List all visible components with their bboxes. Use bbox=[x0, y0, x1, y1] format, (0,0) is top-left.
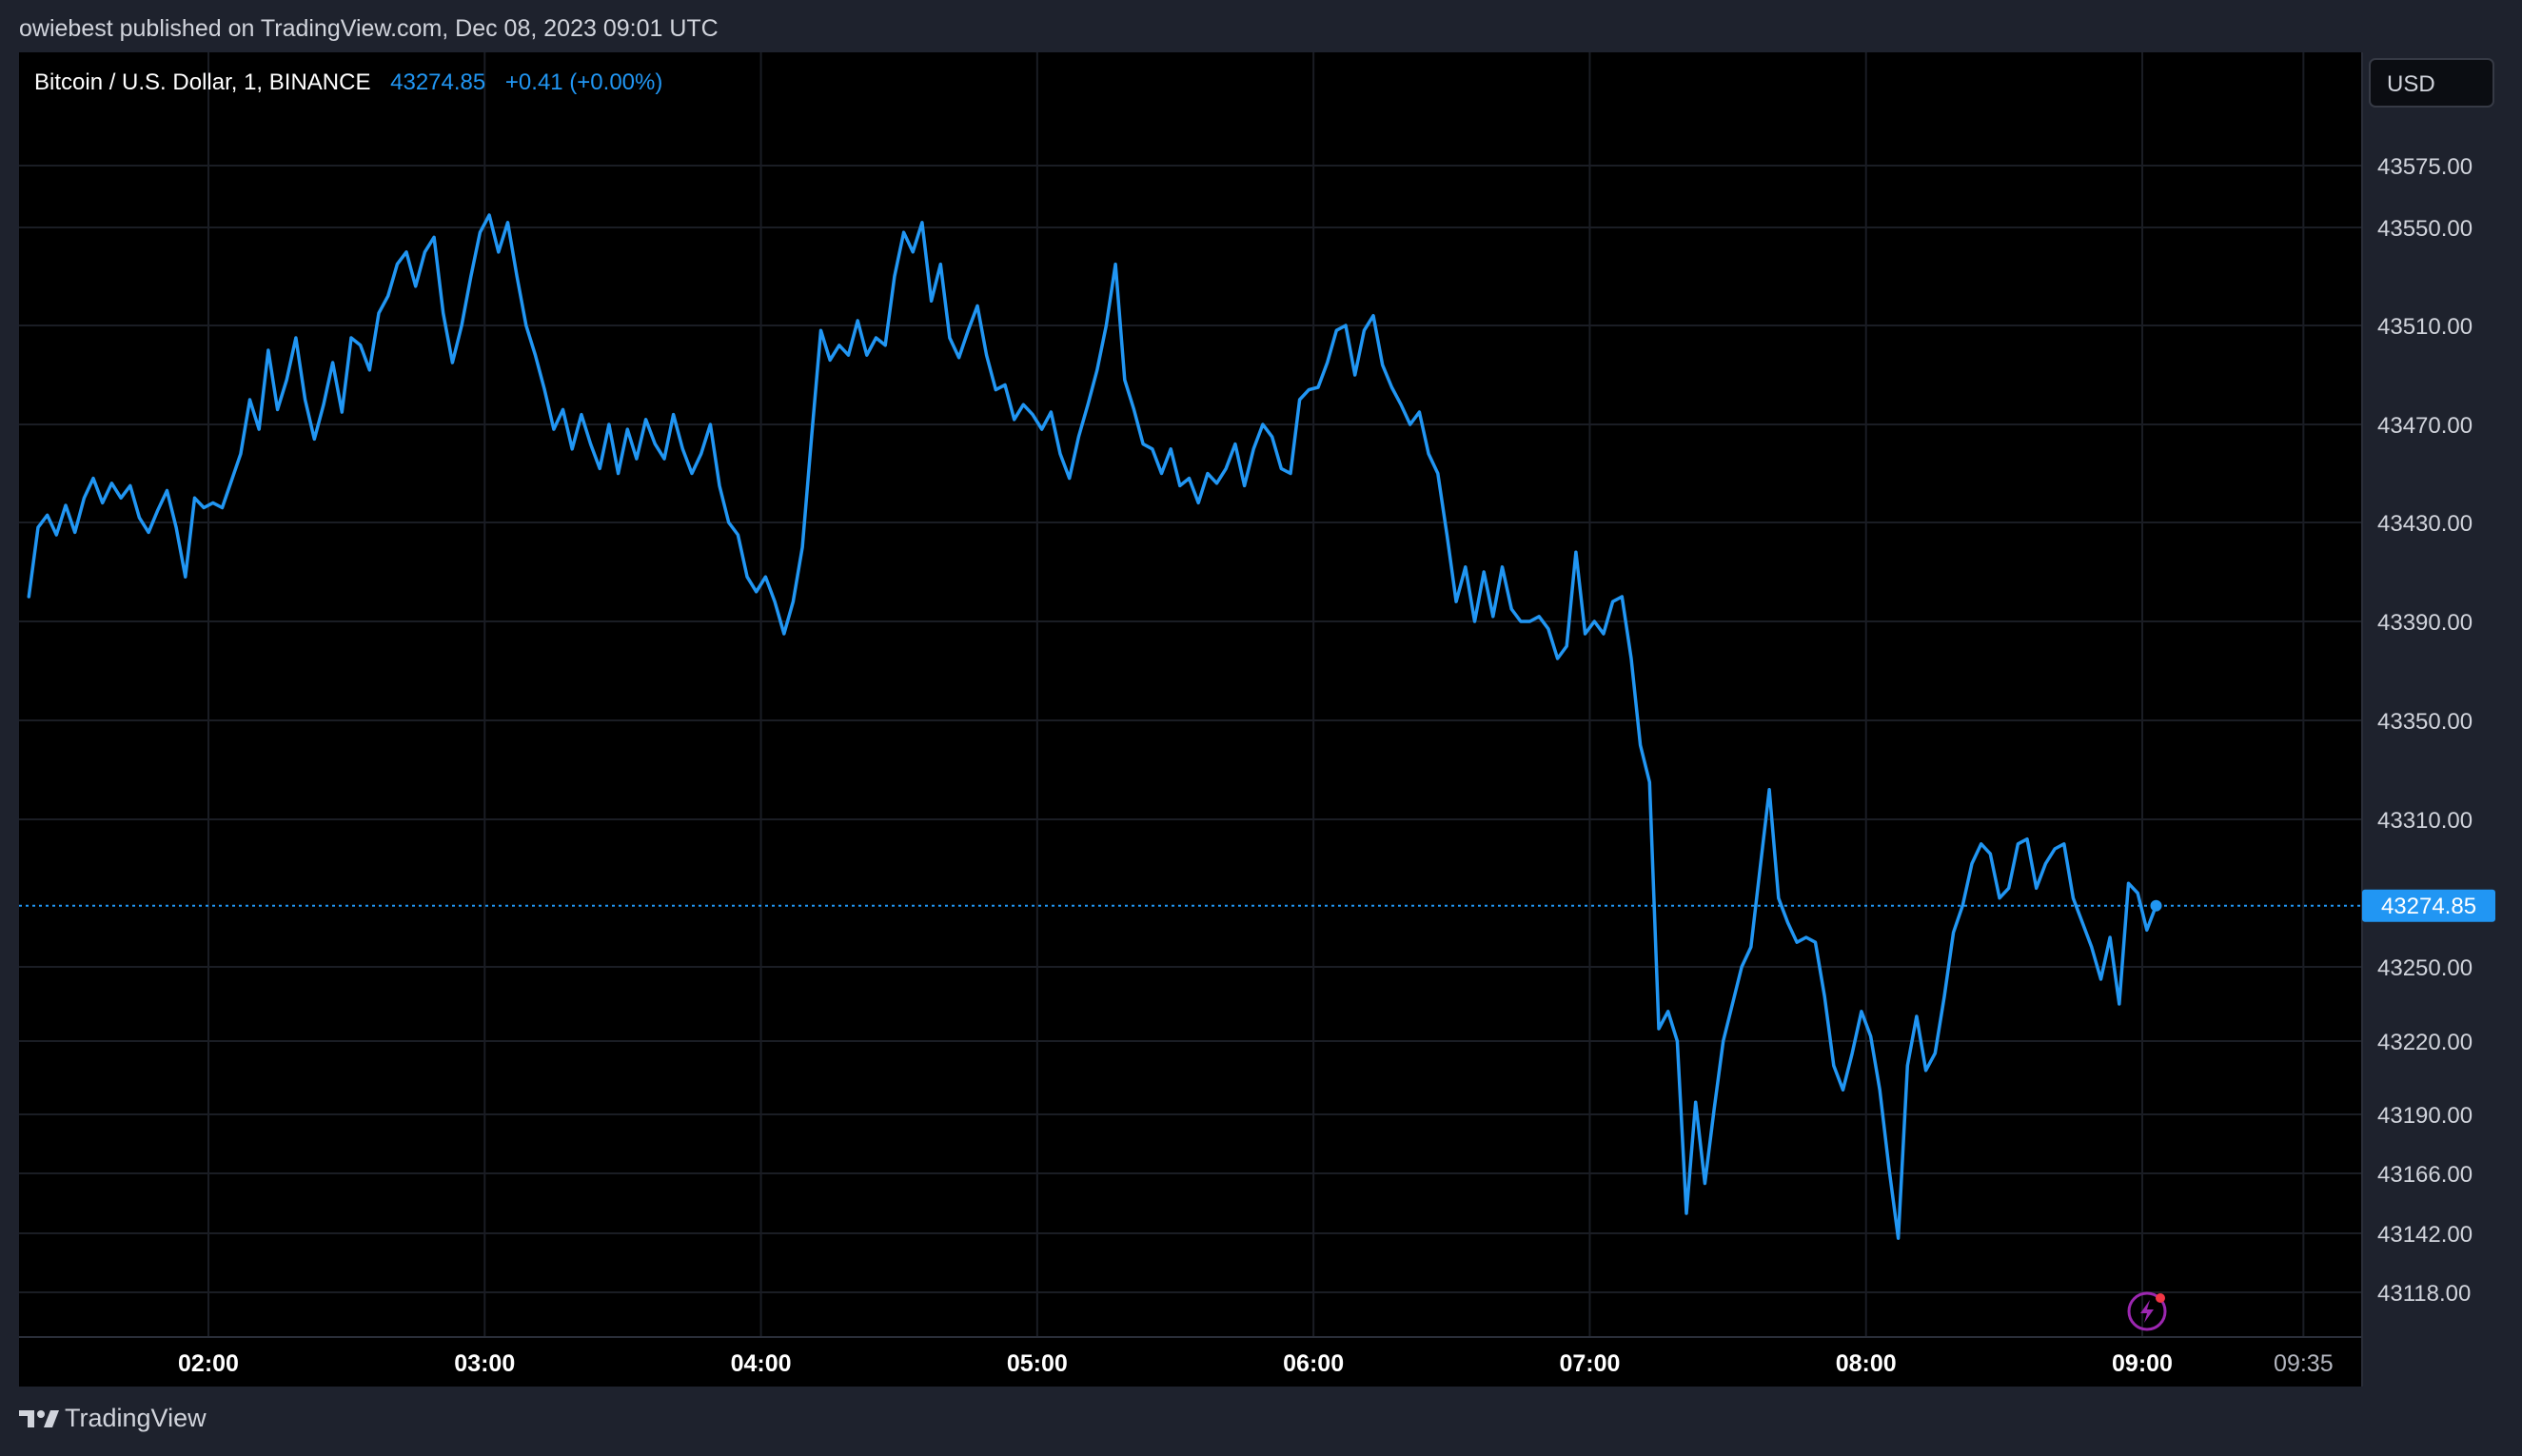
currency-button-label[interactable]: USD bbox=[2387, 71, 2435, 97]
last-price-label-text: 43274.85 bbox=[2381, 894, 2476, 919]
y-tick-label: 43310.00 bbox=[2377, 808, 2473, 834]
currency-button-bg[interactable] bbox=[2369, 58, 2494, 108]
y-tick-label: 43575.00 bbox=[2377, 154, 2473, 180]
lightning-icon-ring bbox=[2127, 1291, 2167, 1331]
tradingview-logo[interactable]: TradingView bbox=[19, 1404, 207, 1432]
y-tick-label: 43550.00 bbox=[2377, 216, 2473, 242]
y-tick-label: 43166.00 bbox=[2377, 1162, 2473, 1188]
x-tick-label: 07:00 bbox=[1559, 1350, 1620, 1377]
notification-dot bbox=[2156, 1293, 2165, 1303]
x-tick-label: 04:00 bbox=[731, 1350, 792, 1377]
x-tick-label: 06:00 bbox=[1283, 1350, 1344, 1377]
tradingview-brand: TradingView bbox=[65, 1404, 207, 1432]
y-tick-label: 43350.00 bbox=[2377, 709, 2473, 735]
y-tick-label: 43118.00 bbox=[2377, 1281, 2471, 1307]
x-tick-label: 09:35 bbox=[2274, 1350, 2334, 1377]
last-price-dot bbox=[2150, 899, 2162, 912]
last-price-label: 43274.85 bbox=[2362, 889, 2495, 922]
currency-button[interactable]: USD bbox=[2369, 58, 2494, 108]
x-tick-label: 05:00 bbox=[1007, 1350, 1068, 1377]
x-tick-label: 08:00 bbox=[1836, 1350, 1897, 1377]
time-axis[interactable]: 02:00 03:00 04:00 05:00 06:00 07:00 08:00 09:00… bbox=[178, 1350, 2334, 1377]
legend: Bitcoin / U.S. Dollar, 1, BINANCE 43274.… bbox=[34, 69, 662, 95]
y-tick-label: 43510.00 bbox=[2377, 314, 2473, 340]
y-tick-label: 43250.00 bbox=[2377, 955, 2473, 981]
legend-change: +0.41 (+0.00%) bbox=[505, 69, 662, 95]
legend-price: 43274.85 bbox=[390, 69, 485, 95]
legend-symbol[interactable]: Bitcoin / U.S. Dollar, 1, BINANCE bbox=[34, 69, 370, 95]
publish-caption: owiebest published on TradingView.com, D… bbox=[19, 15, 719, 42]
last-price-label-bg bbox=[2362, 889, 2495, 922]
tradingview-logo-mark-right bbox=[44, 1410, 59, 1427]
grid bbox=[19, 52, 2362, 1337]
tradingview-logo-mark-dot bbox=[37, 1410, 45, 1418]
x-tick-label: 03:00 bbox=[454, 1350, 515, 1377]
x-tick-label: 09:00 bbox=[2112, 1350, 2173, 1377]
y-tick-label: 43220.00 bbox=[2377, 1030, 2473, 1055]
price-series-line bbox=[27, 213, 2158, 1240]
y-tick-label: 43190.00 bbox=[2377, 1103, 2473, 1129]
x-tick-label: 02:00 bbox=[178, 1350, 239, 1377]
y-tick-label: 43470.00 bbox=[2377, 413, 2473, 439]
y-tick-label: 43390.00 bbox=[2377, 610, 2473, 636]
price-axis[interactable]: 43575.00 43550.00 43510.00 43470.00 43430.00… bbox=[2377, 154, 2473, 1307]
tradingview-logo-mark-left bbox=[19, 1410, 34, 1427]
y-tick-label: 43430.00 bbox=[2377, 511, 2473, 537]
y-tick-label: 43142.00 bbox=[2377, 1222, 2473, 1248]
lightning-icon[interactable] bbox=[2127, 1291, 2167, 1331]
legend-line: Bitcoin / U.S. Dollar, 1, BINANCE 43274.… bbox=[34, 69, 662, 95]
lightning-icon-bolt bbox=[2140, 1300, 2154, 1323]
